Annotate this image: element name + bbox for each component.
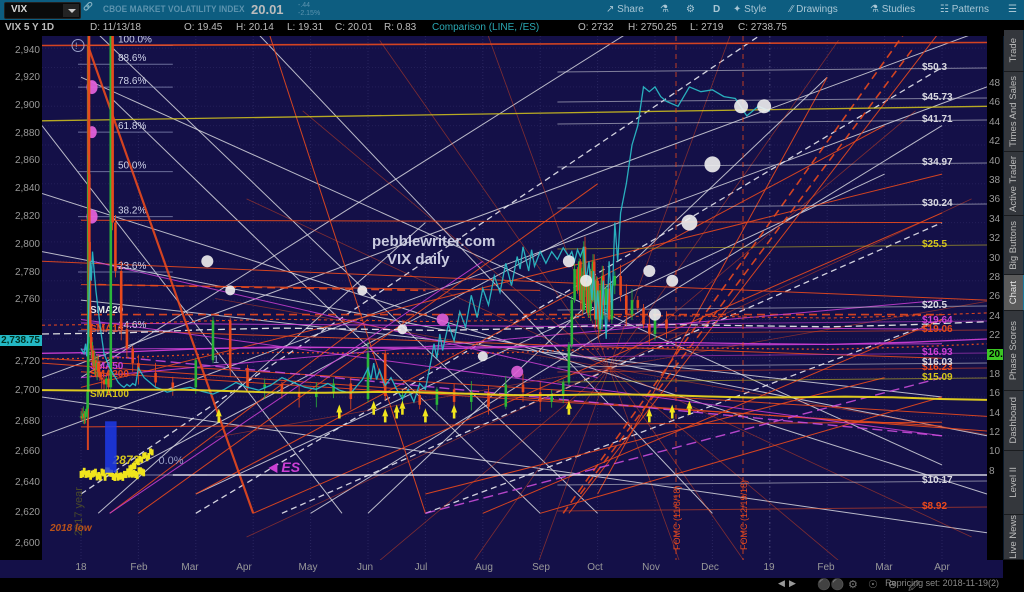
svg-text:FOMC (11/8/18): FOMC (11/8/18)	[672, 486, 682, 550]
svg-text:$10.17: $10.17	[922, 475, 953, 486]
svg-text:$25.5: $25.5	[922, 239, 947, 250]
svg-text:$19.06: $19.06	[922, 324, 953, 335]
svg-text:$45.73: $45.73	[922, 92, 953, 103]
svg-text:$30.24: $30.24	[922, 198, 953, 209]
svg-text:$34.97: $34.97	[922, 157, 953, 168]
svg-text:$20.5: $20.5	[922, 300, 947, 311]
svg-text:2018 low: 2018 low	[49, 523, 93, 534]
svg-text:$41.71: $41.71	[922, 114, 953, 125]
svg-text:$16.03: $16.03	[922, 357, 953, 368]
svg-text:VIX daily: VIX daily	[387, 251, 450, 268]
svg-text:$15.09: $15.09	[922, 372, 953, 383]
svg-text:pebblewriter.com: pebblewriter.com	[372, 233, 495, 250]
svg-text:FOMC (12/19/18): FOMC (12/19/18)	[739, 480, 749, 550]
svg-text:38.2%: 38.2%	[118, 206, 146, 217]
svg-text:23.6%: 23.6%	[118, 261, 146, 272]
svg-text:100.0%: 100.0%	[118, 36, 152, 46]
svg-text:1: 1	[213, 354, 219, 366]
svg-text:0.0%: 0.0%	[159, 455, 184, 467]
svg-text:!: !	[75, 41, 78, 51]
svg-text:78.6%: 78.6%	[118, 76, 146, 87]
svg-text:SMA20: SMA20	[90, 305, 124, 316]
svg-text:$8.92: $8.92	[922, 501, 947, 512]
svg-text:ES: ES	[281, 459, 300, 475]
svg-text:$50.3: $50.3	[922, 62, 947, 73]
svg-text:88.6%: 88.6%	[118, 53, 146, 64]
svg-text:61.8%: 61.8%	[118, 121, 146, 132]
